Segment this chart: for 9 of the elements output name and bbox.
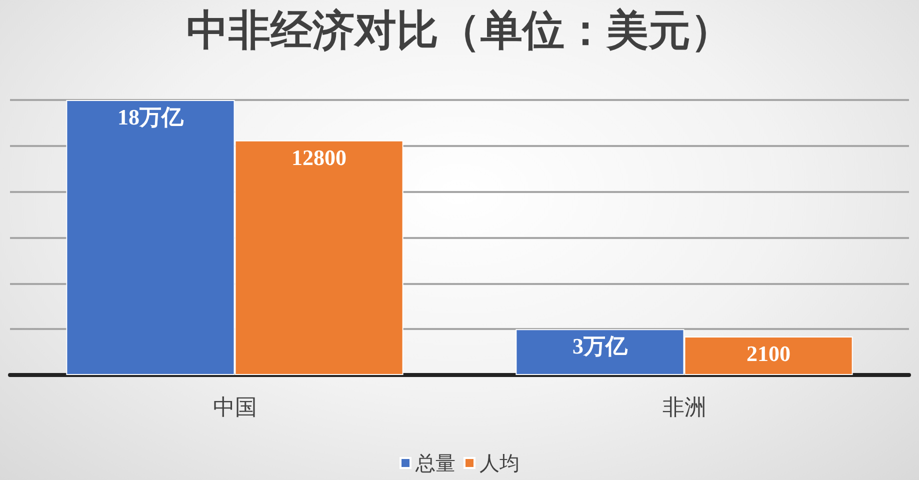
legend-label: 总量: [414, 451, 456, 475]
x-tick-label: 中国: [212, 396, 257, 420]
chart-title: 中非经济对比（单位：美元）: [186, 6, 732, 54]
x-tick-label: 非洲: [662, 396, 706, 420]
legend-label: 人均: [480, 451, 520, 475]
data-label: 18万亿: [117, 104, 184, 130]
data-label: 2100: [746, 341, 791, 366]
data-label: 3万亿: [572, 334, 628, 359]
data-label: 12800: [292, 144, 347, 170]
